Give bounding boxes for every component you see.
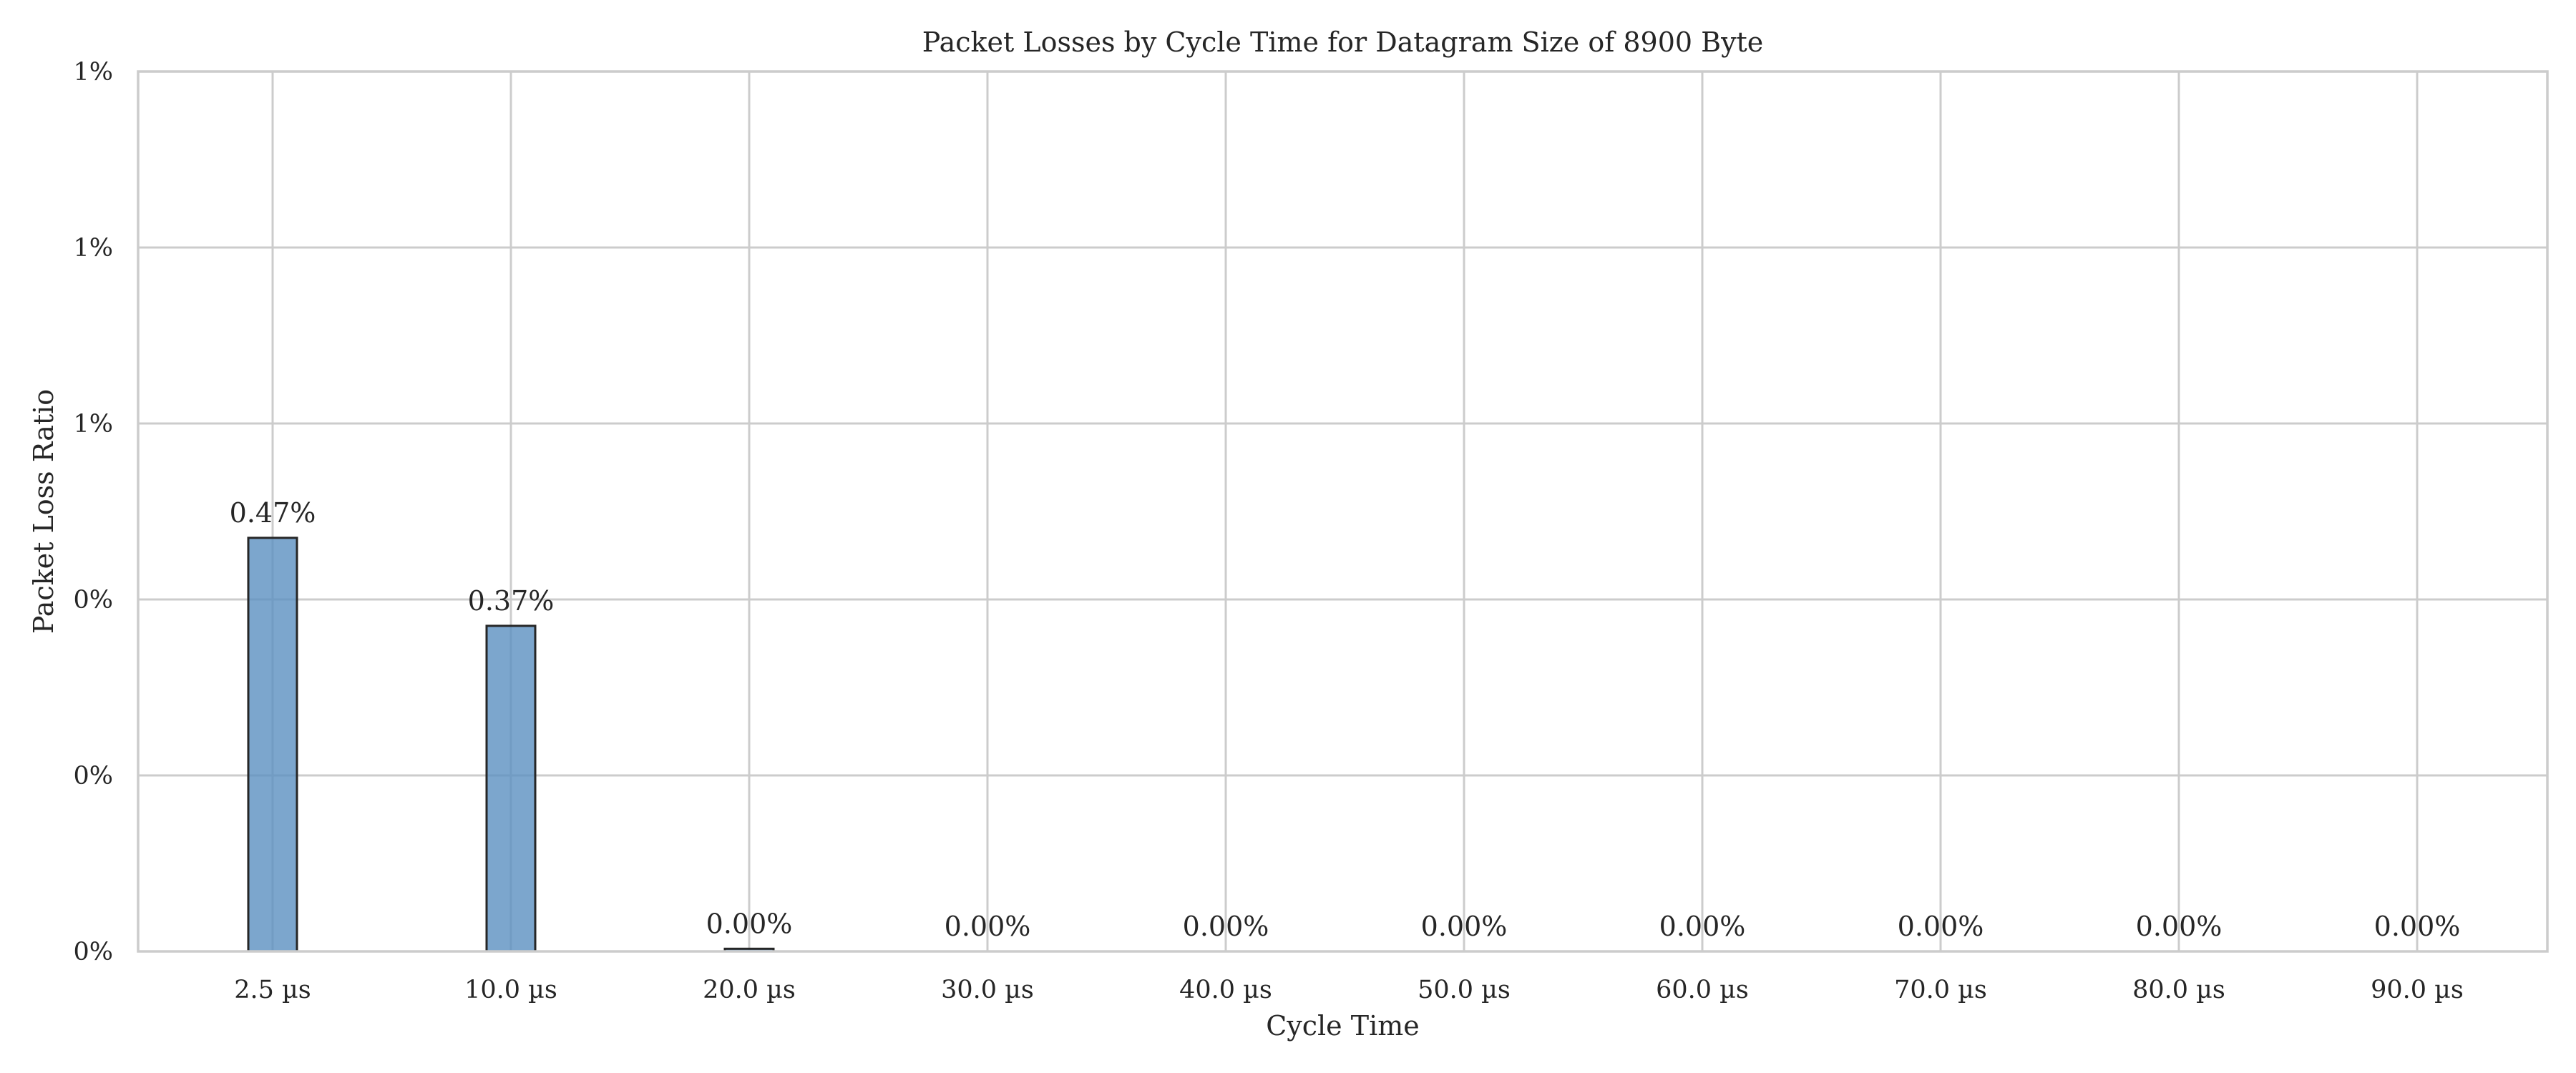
chart-title: Packet Losses by Cycle Time for Datagram… <box>922 26 1764 58</box>
y-tick-label: 1% <box>73 234 113 263</box>
bar <box>247 536 298 953</box>
y-tick-label: 1% <box>73 410 113 438</box>
data-label: 0.00% <box>1421 911 1508 942</box>
x-tick-label: 20.0 µs <box>703 976 796 1004</box>
y-tick-label: 0% <box>73 762 113 790</box>
x-tick-label: 70.0 µs <box>1894 976 1987 1004</box>
data-labels: 0.47% 0.37% 0.00% 0.00% 0.00% 0.00% 0.00% 0.00%… <box>230 497 2461 942</box>
data-label: 0.47% <box>230 497 316 529</box>
data-label: 0.00% <box>1898 911 1984 942</box>
y-tick-label: 0% <box>73 938 113 966</box>
x-tick-label: 80.0 µs <box>2132 976 2225 1004</box>
x-axis-label: Cycle Time <box>1266 1010 1420 1042</box>
data-label: 0.00% <box>2374 911 2461 942</box>
plot-frame <box>137 70 2549 953</box>
data-label: 0.00% <box>706 908 793 939</box>
x-tick-label: 40.0 µs <box>1179 976 1272 1004</box>
x-tick-labels: 2.5 µs 10.0 µs 20.0 µs 30.0 µs 40.0 µs 50.0 µ… <box>234 976 2464 1004</box>
bar <box>485 624 537 953</box>
x-tick-label: 10.0 µs <box>464 976 557 1004</box>
y-axis-label: Packet Loss Ratio <box>28 389 59 634</box>
x-tick-label: 2.5 µs <box>234 976 311 1004</box>
y-tick-labels: 0% 0% 0% 1% 1% 1% <box>73 58 113 966</box>
x-tick-label: 60.0 µs <box>1656 976 1749 1004</box>
y-tick-label: 1% <box>73 58 113 87</box>
x-tick-label: 50.0 µs <box>1418 976 1511 1004</box>
data-label: 0.00% <box>1659 911 1746 942</box>
data-label: 0.00% <box>945 911 1031 942</box>
data-label: 0.37% <box>468 585 555 617</box>
x-tick-label: 30.0 µs <box>941 976 1034 1004</box>
data-label: 0.00% <box>1183 911 1269 942</box>
x-tick-label: 90.0 µs <box>2371 976 2464 1004</box>
data-label: 0.00% <box>2136 911 2223 942</box>
y-tick-label: 0% <box>73 586 113 614</box>
